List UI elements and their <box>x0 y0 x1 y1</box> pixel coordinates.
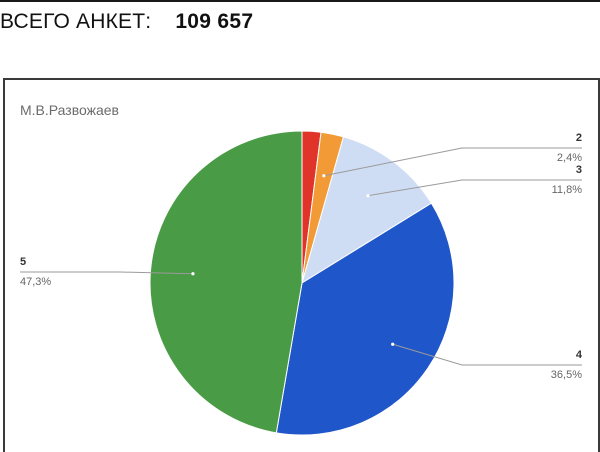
pie-slice-5 <box>149 130 303 434</box>
pie-slice-4 <box>275 202 455 436</box>
leader-dot-2 <box>322 174 326 178</box>
total-value: 109 657 <box>175 10 254 33</box>
slice-percent-2: 2,4% <box>557 152 582 164</box>
slice-label-3: 3 <box>576 164 582 176</box>
slice-label-4: 4 <box>576 349 583 361</box>
top-rule <box>0 0 600 2</box>
leader-line-3 <box>367 179 582 197</box>
header: ВСЕГО АНКЕТ: 109 657 <box>0 10 253 38</box>
leader-dot-4 <box>391 342 395 346</box>
leader-dot-5 <box>191 272 195 276</box>
slice-percent-3: 11,8% <box>552 184 583 196</box>
leader-line-4 <box>392 343 582 366</box>
leader-line-2 <box>323 147 582 177</box>
leader-line-5 <box>20 271 193 275</box>
total-label: ВСЕГО АНКЕТ: <box>0 10 152 33</box>
slice-percent-5: 47,3% <box>20 276 51 288</box>
slice-label-2: 2 <box>576 132 582 144</box>
slice-label-5: 5 <box>20 256 26 268</box>
chart-title: М.В.Развожаев <box>20 102 119 118</box>
slice-percent-4: 36,5% <box>551 369 582 381</box>
leader-dot-3 <box>366 194 370 198</box>
